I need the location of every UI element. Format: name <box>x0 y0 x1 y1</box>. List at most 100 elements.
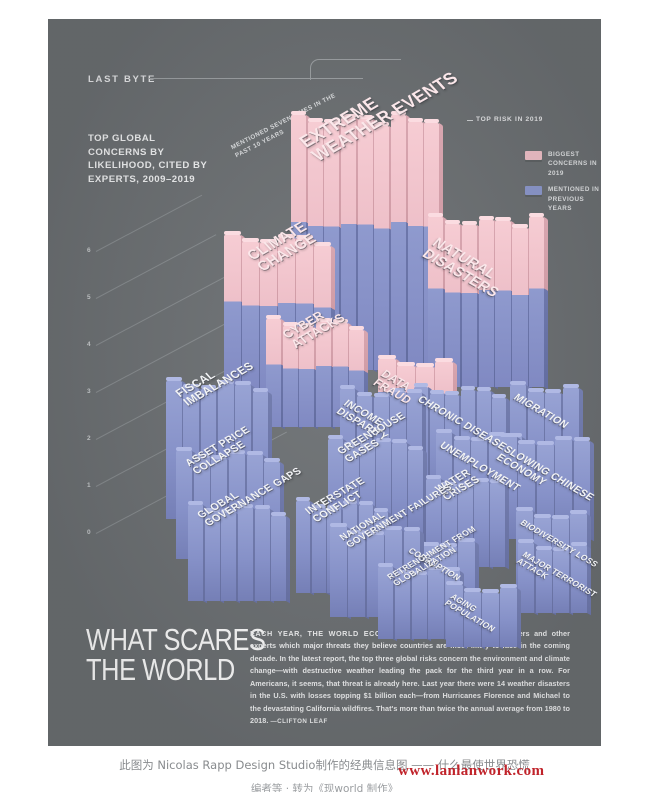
bar-cap <box>260 239 277 243</box>
bar-cap <box>562 384 579 388</box>
bar-face <box>535 550 552 613</box>
bar-cap <box>429 390 444 394</box>
kicker-rule <box>148 78 363 79</box>
bar-column <box>330 523 351 620</box>
bar-cap <box>444 220 461 224</box>
bar-column <box>357 115 377 373</box>
bar-column <box>444 220 465 390</box>
bar-face <box>188 505 204 601</box>
bar-cap <box>332 319 348 323</box>
bar-cap <box>166 377 182 381</box>
bar-cap <box>204 508 220 512</box>
bar-column <box>341 114 361 373</box>
bar-cap <box>356 392 373 396</box>
image-caption: 此图为 Nicolas Rapp Design Studio制作的经典信息图 —… <box>119 758 530 772</box>
bar-column <box>282 322 302 430</box>
bar-cap <box>403 527 421 531</box>
bar-cap <box>440 543 457 547</box>
bar-face <box>392 443 407 543</box>
bar-column <box>500 584 521 650</box>
bar-cap <box>340 385 356 389</box>
bar-cap <box>570 510 587 514</box>
bar-cap <box>555 436 573 440</box>
bar-column <box>529 213 549 390</box>
kicker-corner-rule <box>310 59 401 80</box>
bar-cap <box>512 224 528 228</box>
legend-swatch-blue <box>525 186 542 196</box>
bar-face <box>553 551 569 613</box>
bar-face <box>411 575 427 639</box>
bar-face <box>391 115 407 370</box>
bar-cap <box>408 446 423 450</box>
bar-face <box>512 228 528 387</box>
bar-cap <box>488 432 505 436</box>
bar-cap <box>534 514 551 518</box>
bar-column <box>311 504 330 596</box>
bar-side <box>544 217 549 390</box>
bar-cap <box>510 381 526 385</box>
body-credit: —CLIFTON LEAF <box>270 718 328 726</box>
bar-cap <box>229 450 246 454</box>
bar-face <box>495 221 511 387</box>
bar-face <box>478 220 494 387</box>
bar-cap <box>414 383 429 387</box>
bar-cap <box>358 501 373 505</box>
bar-column <box>446 581 467 650</box>
kicker-last-byte: LAST BYTE <box>88 74 157 85</box>
bar-face <box>348 534 366 617</box>
bar-cap <box>360 443 375 447</box>
bar-face <box>529 217 545 387</box>
bar-face <box>464 592 481 647</box>
bar-column <box>555 436 577 542</box>
bar-cap <box>385 526 403 530</box>
bar-face <box>374 126 390 370</box>
bar-face <box>570 546 587 613</box>
bar-cap <box>378 355 396 359</box>
bar-cap <box>341 114 357 118</box>
bar-column <box>461 221 482 390</box>
bar-cap <box>428 566 444 570</box>
bar-cap <box>218 380 234 384</box>
bar-cap <box>435 358 453 362</box>
bar-cap <box>252 388 269 392</box>
bar-cap <box>330 523 347 527</box>
bar-face <box>428 570 444 639</box>
bar-cap <box>374 508 389 512</box>
bar-face <box>407 122 423 370</box>
bar-cap <box>221 509 237 513</box>
bar-column <box>221 509 241 604</box>
bar-column <box>408 446 427 546</box>
legend-item-1: MENTIONED IN PREVIOUS YEARS <box>525 185 601 213</box>
bar-face <box>311 508 326 593</box>
bar-cap <box>545 389 561 393</box>
bar-cap <box>394 570 411 574</box>
bar-cap <box>471 437 488 441</box>
bar-column <box>242 238 263 396</box>
bar-cap <box>373 393 389 397</box>
bar-cap <box>357 115 373 119</box>
bar-column <box>378 563 398 642</box>
chart-legend: BIGGEST CONCERNS IN 2019 MENTIONED IN PRE… <box>525 150 601 221</box>
bar-face <box>254 509 270 601</box>
bar-cap <box>200 385 217 389</box>
bar-cap <box>390 388 406 392</box>
bar-cap <box>570 542 587 546</box>
bar-cap <box>428 213 444 217</box>
bar-cap <box>278 234 295 238</box>
bar-cap <box>553 547 569 551</box>
bar-column <box>518 539 538 616</box>
bar-cap <box>238 504 254 508</box>
bar-cap <box>193 454 210 458</box>
annotation-top-risk-2019: TOP RISK IN 2019 <box>466 116 544 123</box>
bar-column <box>224 231 245 396</box>
bar-face <box>271 516 287 601</box>
bar-cap <box>299 323 315 327</box>
bar-cap <box>500 433 517 437</box>
bar-cap <box>461 386 476 390</box>
bar-cap <box>426 475 441 479</box>
legend-label: BIGGEST CONCERNS IN 2019 <box>548 151 598 177</box>
bar-cap <box>176 447 193 451</box>
watermark: www.lanlanwork.com <box>398 763 545 779</box>
bar-face <box>446 585 463 647</box>
